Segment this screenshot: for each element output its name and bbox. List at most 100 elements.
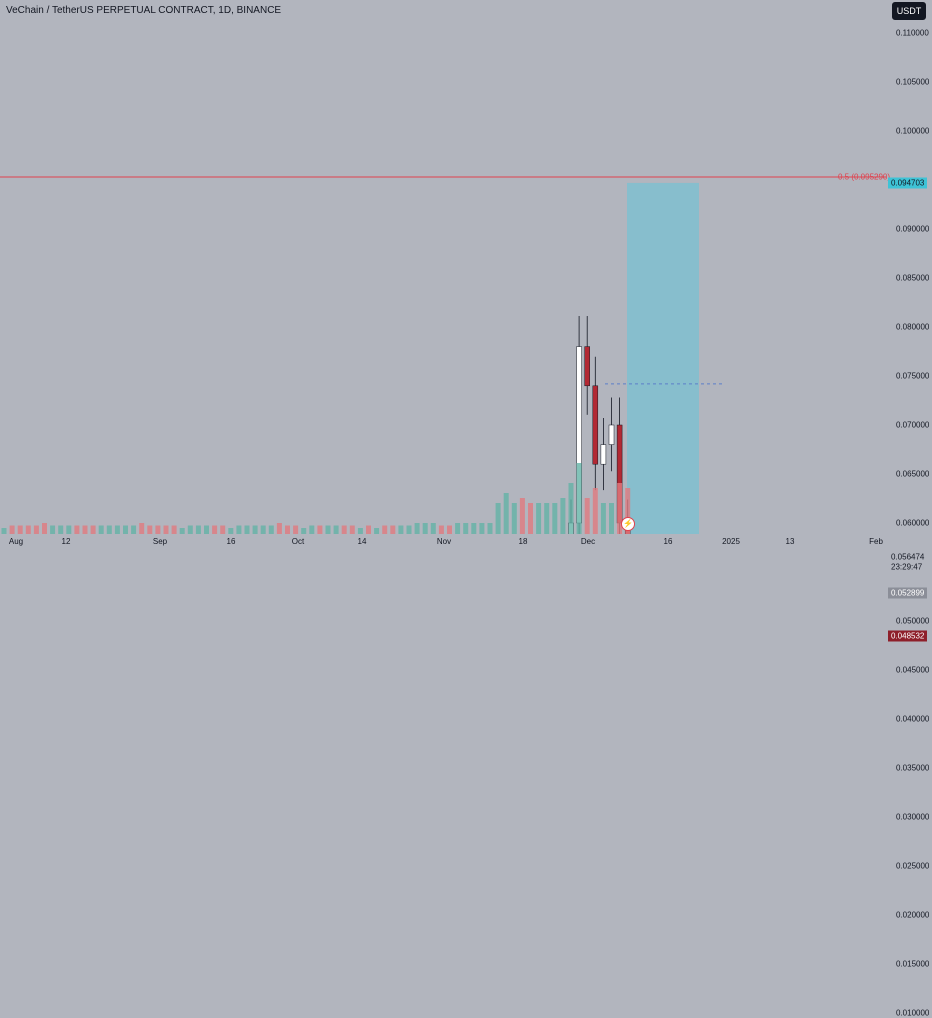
time-axis[interactable]: Aug 12 Sep 16 Oct 14 Nov 18 Dec 16 2025 13 Feb: [0, 534, 886, 550]
volume-bar: [414, 523, 420, 534]
volume-bar: [617, 483, 623, 534]
volume-bar: [74, 525, 80, 534]
volume-bar: [285, 525, 290, 534]
volume-bar: [325, 525, 331, 534]
price-tick: 0.060000: [896, 518, 930, 528]
price-tick: 0.065000: [896, 469, 930, 479]
price-tick: 0.090000: [896, 224, 930, 234]
candle-body: [600, 444, 607, 465]
volume-bar: [455, 523, 461, 534]
date-tick: 13: [785, 537, 795, 546]
price-tick: 0.080000: [896, 322, 930, 332]
volume-bar: [349, 525, 355, 534]
price-tick: 0.020000: [896, 910, 930, 920]
volume-bar: [374, 528, 380, 534]
volume-bar: [195, 525, 201, 534]
candle-body: [592, 385, 599, 465]
date-tick: 16: [226, 537, 236, 546]
candle-body: [584, 346, 590, 387]
candlestick-chart[interactable]: [0, 0, 886, 534]
entry-price-label: 0.052899: [888, 587, 928, 599]
chart-canvas[interactable]: VeChain / TetherUS PERPETUAL CONTRACT, 1…: [0, 0, 886, 534]
volume-bar: [260, 525, 266, 534]
volume-bar: [309, 525, 315, 534]
volume-bar: [422, 523, 428, 534]
volume-bar: [552, 503, 558, 534]
volume-bar: [519, 498, 525, 534]
price-tick: 0.100000: [896, 126, 930, 136]
price-tick: 0.075000: [896, 371, 930, 381]
date-tick: Aug: [8, 537, 24, 546]
volume-bar: [447, 525, 452, 534]
currency-badge[interactable]: USDT: [892, 2, 926, 20]
volume-bar: [568, 483, 574, 534]
price-tick: 0.040000: [896, 714, 930, 724]
price-tick: 0.110000: [896, 28, 929, 38]
volume-bar: [139, 523, 145, 534]
volume-bar: [106, 525, 112, 534]
candle-body: [608, 424, 615, 445]
volume-bar: [406, 525, 412, 534]
volume-bar: [495, 503, 501, 534]
volume-bar: [576, 463, 582, 534]
volume-bar: [301, 528, 307, 534]
date-tick: 2025: [722, 537, 740, 546]
price-tick: 0.050000: [896, 616, 930, 626]
volume-bar: [463, 523, 469, 534]
volume-bar: [17, 525, 23, 534]
volume-bar: [511, 503, 517, 534]
volume-bar: [58, 525, 64, 534]
date-tick: Feb: [869, 537, 883, 546]
price-tick: 0.035000: [896, 763, 930, 773]
price-tick: 0.025000: [896, 861, 930, 871]
volume-bar: [98, 525, 104, 534]
volume-bar: [293, 525, 299, 534]
volume-bar: [50, 525, 56, 534]
volume-bar: [317, 525, 323, 534]
price-tick: 0.010000: [896, 1008, 930, 1018]
volume-bar: [600, 503, 606, 534]
price-axis[interactable]: 0.110000 0.105000 0.100000 0.090000 0.085000…: [886, 0, 932, 1018]
volume-bar: [114, 525, 120, 534]
volume-bar: [341, 525, 347, 534]
volume-bar: [179, 528, 185, 534]
volume-bar: [123, 525, 128, 534]
price-tick: 0.085000: [896, 273, 930, 283]
volume-bar: [236, 525, 242, 534]
volume-bar: [528, 503, 533, 534]
volume-bar: [204, 525, 209, 534]
stop-price-label: 0.048532: [888, 630, 928, 642]
volume-bar: [244, 525, 250, 534]
date-tick: 14: [357, 537, 367, 546]
volume-bar: [503, 493, 509, 534]
volume-bar: [560, 498, 566, 534]
volume-bar: [147, 525, 153, 534]
fib-level-label: 0.5 (0.095290): [838, 172, 891, 182]
volume-bar: [155, 525, 161, 534]
volume-bar: [382, 525, 388, 534]
volume-bar: [592, 488, 598, 534]
date-tick: 18: [518, 537, 528, 546]
volume-bar: [187, 525, 193, 534]
target-zone: [627, 182, 699, 534]
volume-bar: [90, 525, 96, 534]
volume-bar: [252, 525, 258, 534]
volume-bar: [228, 528, 234, 534]
volume-bar: [268, 525, 274, 534]
volume-bar: [544, 503, 550, 534]
volume-bar: [487, 523, 493, 534]
date-tick: 12: [61, 537, 71, 546]
symbol-title[interactable]: VeChain / TetherUS PERPETUAL CONTRACT, 1…: [6, 5, 282, 16]
lightning-icon[interactable]: ⚡: [621, 517, 635, 531]
volume-bar: [584, 498, 590, 534]
target-price-label: 0.094703: [888, 177, 928, 189]
volume-bar: [66, 525, 72, 534]
volume-bar: [479, 523, 485, 534]
volume-bar: [625, 488, 631, 534]
volume-bar: [42, 523, 47, 534]
date-tick: Dec: [580, 537, 596, 546]
volume-bar: [430, 523, 436, 534]
candle-countdown: 23:29:47: [891, 562, 923, 572]
price-tick: 0.070000: [896, 420, 930, 430]
volume-bar: [609, 503, 614, 534]
